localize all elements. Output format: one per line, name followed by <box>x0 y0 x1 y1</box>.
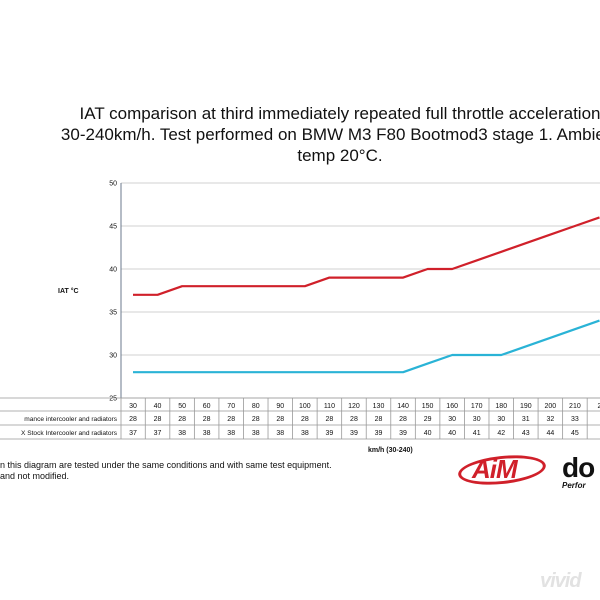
series-line-2 <box>133 216 600 296</box>
x-tick-label: 30 <box>129 403 137 410</box>
y-axis-label: IAT °C <box>58 287 79 295</box>
table-cell: 28 <box>154 416 162 423</box>
table-cell: 39 <box>350 430 358 437</box>
x-tick-label: 2 <box>597 403 600 410</box>
table-cell: 44 <box>546 430 554 437</box>
table-cell: 40 <box>448 430 456 437</box>
table-cell: 33 <box>571 416 579 423</box>
footnote-line-1: n this diagram are tested under the same… <box>0 460 332 470</box>
do-performance-logo: do Perfor <box>562 454 600 490</box>
table-cell: 38 <box>252 430 260 437</box>
y-tick-label: 40 <box>109 267 117 274</box>
table-cell: 42 <box>497 430 505 437</box>
table-cell: 28 <box>350 416 358 423</box>
table-cell: 30 <box>448 416 456 423</box>
legend-entry-1: mance intercooler and radiators <box>24 416 117 423</box>
table-cell: 37 <box>154 430 162 437</box>
x-tick-label: 200 <box>545 403 557 410</box>
table-cell: 29 <box>424 416 432 423</box>
do-logo-text: do <box>562 454 595 483</box>
y-tick-label: 50 <box>109 181 117 188</box>
table-cell: 28 <box>203 416 211 423</box>
y-tick-label: 45 <box>109 224 117 231</box>
table-cell: 39 <box>375 430 383 437</box>
title-line-3: temp 20°C. <box>297 146 383 165</box>
table-cell: 39 <box>326 430 334 437</box>
aim-logo: AiM <box>456 451 550 489</box>
x-axis-label: km/h (30-240) <box>368 447 413 454</box>
table-cell: 28 <box>276 416 284 423</box>
title-line-1: IAT comparison at third immediately repe… <box>79 104 600 123</box>
x-tick-label: 120 <box>348 403 360 410</box>
x-tick-label: 40 <box>154 403 162 410</box>
vivid-watermark-logo: vivid <box>540 570 582 592</box>
x-tick-label: 180 <box>495 403 507 410</box>
table-cell: 28 <box>375 416 383 423</box>
table-cell: 30 <box>497 416 505 423</box>
x-tick-label: 80 <box>252 403 260 410</box>
x-tick-label: 60 <box>203 403 211 410</box>
table-cell: 38 <box>276 430 284 437</box>
table-cell: 28 <box>399 416 407 423</box>
chart-title: IAT comparison at third immediately repe… <box>0 103 600 166</box>
title-line-2: 30-240km/h. Test performed on BMW M3 F80… <box>60 125 600 144</box>
table-cell: 28 <box>326 416 334 423</box>
table-cell: 37 <box>129 430 137 437</box>
y-tick-label: 25 <box>109 396 117 403</box>
y-tick-label: 35 <box>109 310 117 317</box>
table-cell: 38 <box>301 430 309 437</box>
x-tick-label: 190 <box>520 403 532 410</box>
x-tick-label: 100 <box>299 403 311 410</box>
x-tick-label: 140 <box>397 403 409 410</box>
table-cell: 38 <box>178 430 186 437</box>
table-cell: 31 <box>522 416 530 423</box>
x-tick-label: 70 <box>227 403 235 410</box>
table-cell: 40 <box>424 430 432 437</box>
series-line-1 <box>133 319 600 374</box>
table-cell: 30 <box>473 416 481 423</box>
table-cell: 45 <box>571 430 579 437</box>
y-tick-label: 30 <box>109 353 117 360</box>
x-tick-label: 160 <box>446 403 458 410</box>
footnote: n this diagram are tested under the same… <box>0 460 332 482</box>
table-cell: 43 <box>522 430 530 437</box>
do-logo-subtext: Perfor <box>562 481 586 490</box>
x-tick-label: 50 <box>178 403 186 410</box>
table-cell: 38 <box>203 430 211 437</box>
x-tick-label: 110 <box>324 403 335 410</box>
legend-entry-2: X Stock Intercooler and radiators <box>21 430 118 437</box>
table-cell: 32 <box>546 416 554 423</box>
table-cell: 28 <box>129 416 137 423</box>
x-tick-label: 210 <box>569 403 581 410</box>
table-cell: 28 <box>252 416 260 423</box>
table-cell: 39 <box>399 430 407 437</box>
footnote-line-2: and not modified. <box>0 471 70 481</box>
table-cell: 28 <box>178 416 186 423</box>
x-tick-label: 90 <box>276 403 284 410</box>
table-cell: 38 <box>227 430 235 437</box>
x-tick-label: 150 <box>422 403 434 410</box>
x-tick-label: 130 <box>373 403 385 410</box>
table-cell: 41 <box>473 430 481 437</box>
x-tick-label: 170 <box>471 403 483 410</box>
table-cell: 28 <box>227 416 235 423</box>
aim-logo-text: AiM <box>472 454 518 484</box>
table-cell: 28 <box>301 416 309 423</box>
